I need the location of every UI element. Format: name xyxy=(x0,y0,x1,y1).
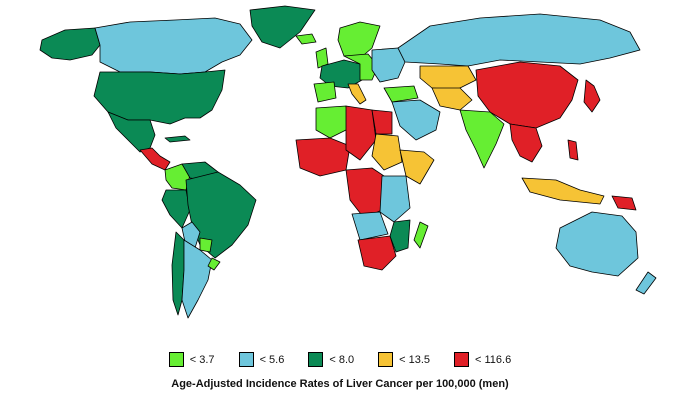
region-madagascar xyxy=(413,221,429,249)
legend-swatch xyxy=(378,352,394,367)
world-map xyxy=(39,5,657,319)
map-caption: Age-Adjusted Incidence Rates of Liver Ca… xyxy=(171,378,509,390)
region-central-asia xyxy=(431,87,473,111)
region-greenland xyxy=(249,5,316,49)
map-legend: < 3.7 < 5.6 < 8.0 < 13.5 < 116.6 xyxy=(0,352,680,367)
region-peru xyxy=(161,189,191,229)
region-libya-chad xyxy=(345,105,377,161)
region-canada xyxy=(94,17,253,75)
legend-label: < 13.5 xyxy=(399,353,431,366)
legend-item: < 13.5 xyxy=(378,352,430,367)
region-cuba xyxy=(164,135,191,143)
region-uruguay xyxy=(207,257,221,271)
region-southeast-asia xyxy=(509,123,543,163)
region-italy xyxy=(347,83,367,105)
region-central-europe xyxy=(343,53,379,81)
region-sudan xyxy=(371,133,403,171)
region-iberia xyxy=(313,81,337,103)
region-new-zealand xyxy=(635,271,657,295)
region-egypt xyxy=(371,109,393,135)
region-middle-east xyxy=(391,99,441,141)
legend-swatch xyxy=(308,352,324,367)
legend-swatch xyxy=(168,352,184,367)
legend-label: < 116.6 xyxy=(475,353,512,366)
region-west-africa xyxy=(295,137,351,177)
region-russia xyxy=(397,13,641,67)
region-paraguay xyxy=(199,237,213,253)
legend-item: < 116.6 xyxy=(454,352,511,367)
region-angola-zambia xyxy=(351,211,389,241)
region-iceland xyxy=(295,33,317,45)
legend-label: < 3.7 xyxy=(189,353,215,366)
region-chile xyxy=(171,231,185,316)
region-alaska xyxy=(39,27,101,61)
legend-item: < 5.6 xyxy=(238,352,285,367)
region-australia xyxy=(555,211,639,277)
region-philippines xyxy=(567,139,579,161)
legend-label: < 8.0 xyxy=(329,353,355,366)
region-kazakhstan xyxy=(419,65,477,91)
legend-swatch xyxy=(454,352,470,367)
region-korea-japan xyxy=(583,79,601,113)
region-mongolia-china xyxy=(475,61,579,129)
region-eastern-europe xyxy=(371,47,406,83)
legend-label: < 5.6 xyxy=(259,353,285,366)
region-papua xyxy=(611,195,637,211)
legend-swatch xyxy=(238,352,254,367)
region-turkey-caucasus xyxy=(383,85,419,103)
region-central-africa xyxy=(345,167,385,219)
region-central-america xyxy=(139,147,171,171)
region-horn-of-africa xyxy=(399,149,435,185)
region-argentina xyxy=(181,239,213,319)
region-india xyxy=(459,109,505,169)
world-map-svg xyxy=(39,5,657,319)
region-east-africa xyxy=(379,175,411,223)
legend-item: < 3.7 xyxy=(168,352,215,367)
region-indonesia xyxy=(521,177,605,205)
region-southern-africa xyxy=(357,235,397,271)
region-maghreb xyxy=(315,105,351,139)
legend-item: < 8.0 xyxy=(308,352,354,367)
region-mozambique xyxy=(389,219,411,253)
region-brazil xyxy=(185,171,257,259)
